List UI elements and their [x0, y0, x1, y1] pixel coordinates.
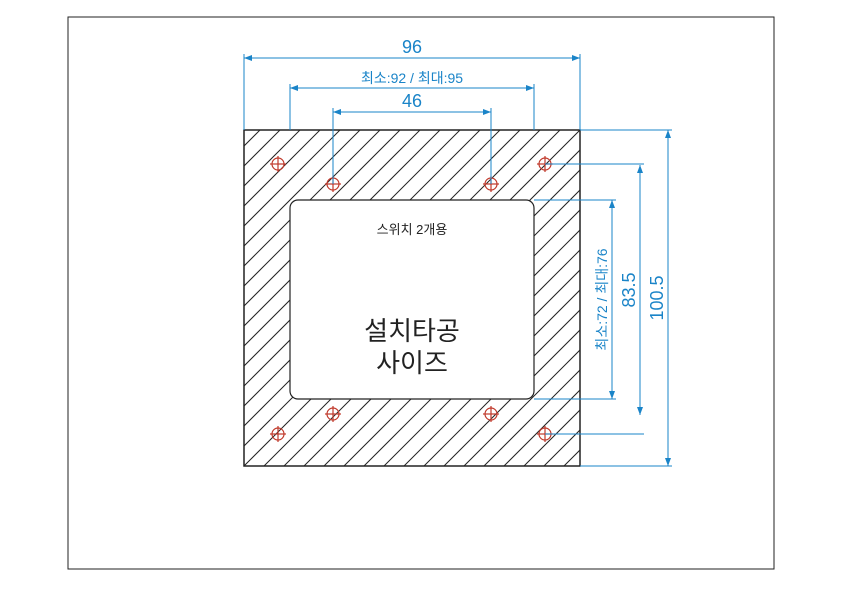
mounting-hole — [325, 406, 341, 422]
dim-label: 최소:72 / 최대:76 — [594, 248, 610, 350]
dim-label: 100.5 — [647, 275, 667, 320]
technical-drawing: 96 최소:92 / 최대:95 46 최소:72 / 최대:76 83.5 100.5 스… — [0, 0, 842, 595]
mounting-hole — [483, 406, 499, 422]
mounting-hole — [270, 426, 286, 442]
dim-label: 46 — [402, 91, 422, 111]
mounting-hole — [270, 156, 286, 172]
subtitle: 스위치 2개용 — [377, 222, 448, 237]
title-line-1: 설치타공 — [364, 316, 460, 346]
dim-label: 최소:92 / 최대:95 — [361, 70, 463, 86]
dim-label: 96 — [402, 37, 422, 57]
dim-label: 83.5 — [619, 272, 639, 307]
title-line-2: 사이즈 — [376, 348, 448, 378]
